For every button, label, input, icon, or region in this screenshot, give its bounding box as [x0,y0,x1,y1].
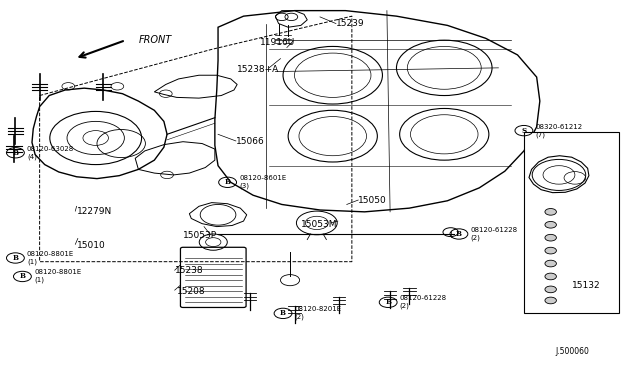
FancyBboxPatch shape [524,132,620,313]
Circle shape [545,286,556,293]
Text: B: B [280,310,286,317]
Text: 15132: 15132 [572,281,600,290]
Circle shape [545,209,556,215]
Text: 15238: 15238 [175,266,204,275]
Text: 08120-8201E
(2): 08120-8201E (2) [294,307,342,320]
Text: 15050: 15050 [358,196,387,205]
Text: 08120-8801E
(1): 08120-8801E (1) [27,251,74,265]
Text: B: B [456,230,462,238]
Text: B: B [12,254,19,262]
Text: 08120-61228
(2): 08120-61228 (2) [399,295,447,309]
Text: B: B [19,272,26,280]
Text: 15208: 15208 [177,287,205,296]
Text: B: B [225,178,230,186]
Circle shape [545,297,556,304]
Text: J.500060: J.500060 [556,347,589,356]
Text: 15066: 15066 [236,137,264,146]
Text: 11916U: 11916U [259,38,294,46]
Circle shape [545,273,556,280]
Circle shape [545,260,556,267]
Text: 15239: 15239 [336,19,365,28]
Text: 08120-63028
(4): 08120-63028 (4) [27,146,74,160]
Text: 15238+A: 15238+A [237,65,280,74]
Text: 08120-61228
(2): 08120-61228 (2) [470,227,518,241]
Circle shape [545,247,556,254]
Text: 15010: 15010 [77,241,106,250]
Text: 15053P: 15053P [183,231,217,240]
Text: B: B [385,298,391,306]
Text: 08320-61212
(7): 08320-61212 (7) [536,124,582,138]
Text: 12279N: 12279N [77,207,112,217]
Text: B: B [12,149,19,157]
Text: S: S [522,126,527,135]
Text: FRONT: FRONT [138,35,172,45]
Text: 08120-8801E
(1): 08120-8801E (1) [35,269,82,283]
Circle shape [545,221,556,228]
Circle shape [545,234,556,241]
Text: 15053M: 15053M [301,220,337,229]
Text: 08120-8601E
(3): 08120-8601E (3) [240,175,287,189]
